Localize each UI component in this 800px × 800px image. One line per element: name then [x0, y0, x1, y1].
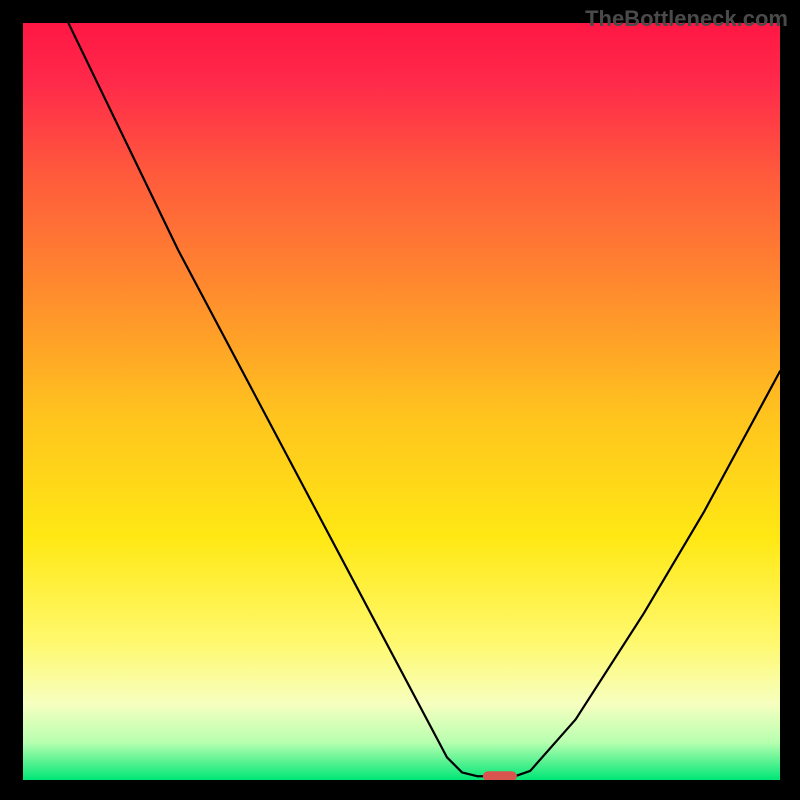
chart-container: TheBottleneck.com [0, 0, 800, 800]
optimal-marker [483, 771, 517, 780]
chart-svg [23, 23, 780, 780]
chart-background [23, 23, 780, 780]
watermark-text: TheBottleneck.com [585, 6, 788, 32]
bottleneck-chart [23, 23, 780, 780]
